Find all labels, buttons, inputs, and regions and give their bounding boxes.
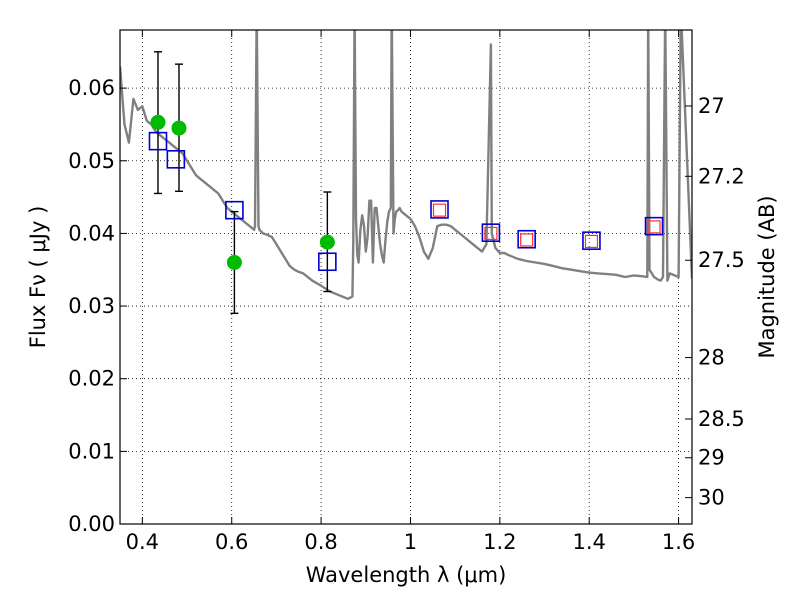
model-flux-square-red xyxy=(432,203,447,217)
observed-point xyxy=(150,114,166,130)
plot-area xyxy=(120,30,692,315)
y-tick-label: 0.02 xyxy=(68,367,115,391)
magnitude-tick-label: 29 xyxy=(698,446,725,470)
ticks: 0.4 0.6 0.8 1 1.2 1.4 1.6 0.00 0.01 0.02 0.03 0.04 0… xyxy=(68,30,745,554)
model-flux-square-blue xyxy=(481,223,501,242)
y-tick-label: 0.03 xyxy=(68,294,115,318)
y-tick-label: 0.04 xyxy=(68,221,115,245)
x-tick-label: 0.8 xyxy=(304,530,337,554)
model-flux-square-red xyxy=(647,220,661,234)
y-tick-label: 0.01 xyxy=(68,439,115,463)
observed-point xyxy=(171,120,187,136)
magnitude-tick-label: 27.5 xyxy=(698,248,745,272)
y-axis-label: Flux Fν ( μJy ) xyxy=(26,206,50,349)
model-flux-square-red xyxy=(584,234,599,249)
model-flux-square-blue xyxy=(644,216,664,236)
model-flux-square-blue xyxy=(225,200,244,220)
model-flux-square-blue xyxy=(318,252,337,272)
magnitude-tick-label: 27 xyxy=(698,94,725,118)
x-tick-label: 1.6 xyxy=(662,530,695,554)
x-axis-label: Wavelength λ (μm) xyxy=(306,563,507,587)
model-flux-square-blue xyxy=(517,229,536,249)
observed-point xyxy=(226,254,242,270)
model-flux-square-blue xyxy=(430,200,449,219)
y-tick-label: 0.05 xyxy=(68,149,115,173)
magnitude-axis-label: Magnitude (AB) xyxy=(755,195,779,358)
axes-frame xyxy=(119,29,693,525)
model-flux-square-red xyxy=(520,233,534,247)
x-tick-label: 1.4 xyxy=(573,530,606,554)
y-tick-label: 0.00 xyxy=(68,512,115,536)
model-flux-square-blue xyxy=(166,150,186,169)
y-tick-label: 0.06 xyxy=(68,76,115,100)
model-flux-square-blue xyxy=(582,231,601,250)
magnitude-tick-label: 27.2 xyxy=(698,164,745,188)
x-tick-label: 0.6 xyxy=(215,530,248,554)
grid xyxy=(120,30,692,524)
observed-point xyxy=(319,234,335,250)
model-flux-square-red xyxy=(484,226,498,241)
magnitude-tick-label: 28 xyxy=(698,346,725,370)
model-flux-square-blue xyxy=(148,131,168,151)
model-spectrum-line xyxy=(120,30,692,300)
x-tick-label: 1.2 xyxy=(483,530,516,554)
magnitude-tick-label: 30 xyxy=(698,486,725,510)
x-tick-label: 1 xyxy=(404,530,417,554)
magnitude-tick-label: 28.5 xyxy=(698,407,745,431)
x-tick-label: 0.4 xyxy=(126,530,159,554)
